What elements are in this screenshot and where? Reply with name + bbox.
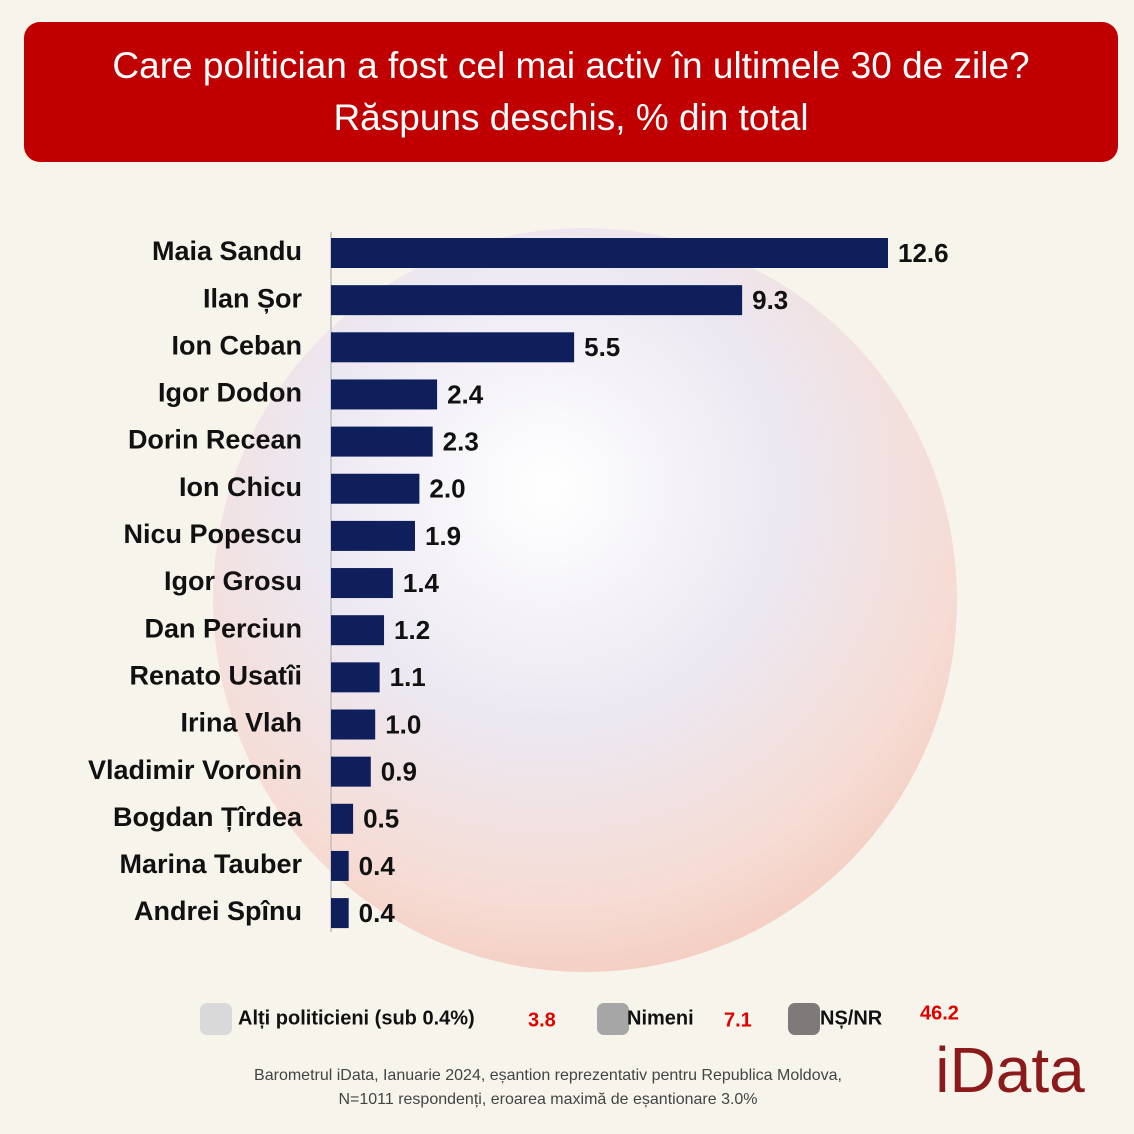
bar bbox=[331, 426, 433, 457]
value-label: 0.9 bbox=[381, 757, 417, 787]
logo: iData bbox=[935, 1034, 1085, 1106]
value-label: 1.2 bbox=[394, 615, 430, 645]
legend-swatch bbox=[597, 1003, 629, 1035]
bar bbox=[331, 662, 380, 693]
category-label: Nicu Popescu bbox=[123, 519, 302, 549]
bar bbox=[331, 379, 438, 410]
bar bbox=[331, 238, 888, 268]
bar bbox=[331, 756, 371, 787]
value-label: 2.3 bbox=[443, 426, 479, 456]
legend-value: 3.8 bbox=[528, 1009, 556, 1031]
category-label: Dorin Recean bbox=[128, 425, 302, 455]
bar bbox=[331, 285, 743, 316]
title-box: Care politician a fost cel mai activ în … bbox=[24, 22, 1118, 162]
value-label: 1.4 bbox=[403, 568, 440, 598]
value-label: 2.0 bbox=[429, 474, 465, 504]
category-label: Bogdan Țîrdea bbox=[113, 802, 303, 832]
legend-value: 7.1 bbox=[724, 1009, 752, 1031]
bar bbox=[331, 898, 349, 929]
category-label: Dan Perciun bbox=[144, 613, 302, 643]
category-label: Andrei Spînu bbox=[134, 896, 302, 926]
category-label: Ilan Șor bbox=[203, 283, 303, 313]
bar bbox=[331, 615, 385, 646]
value-label: 9.3 bbox=[752, 285, 788, 315]
bar bbox=[331, 473, 420, 504]
category-label: Marina Tauber bbox=[119, 849, 302, 879]
legend-value: 46.2 bbox=[920, 1002, 959, 1024]
legend-swatch bbox=[788, 1003, 820, 1035]
category-label: Ion Chicu bbox=[179, 472, 302, 502]
value-label: 1.0 bbox=[385, 709, 421, 739]
footnote: N=1011 respondenți, eroarea maximă de eș… bbox=[338, 1091, 757, 1108]
legend-swatch bbox=[200, 1003, 232, 1035]
legend-label: Nimeni bbox=[627, 1007, 694, 1029]
value-label: 5.5 bbox=[584, 332, 620, 362]
category-label: Renato Usatîi bbox=[129, 660, 302, 690]
footnote: Barometrul iData, Ianuarie 2024, eșantio… bbox=[254, 1067, 842, 1084]
value-label: 1.9 bbox=[425, 521, 461, 551]
bar bbox=[331, 709, 376, 740]
value-label: 0.5 bbox=[363, 804, 399, 834]
category-label: Ion Ceban bbox=[171, 330, 302, 360]
category-label: Vladimir Voronin bbox=[88, 755, 302, 785]
background-circle bbox=[213, 228, 957, 972]
value-label: 12.6 bbox=[898, 238, 949, 268]
bar bbox=[331, 568, 393, 599]
legend-label: NȘ/NR bbox=[820, 1007, 883, 1029]
chart-title: Care politician a fost cel mai activ în … bbox=[112, 45, 1030, 138]
bar bbox=[331, 332, 575, 363]
value-label: 0.4 bbox=[359, 898, 396, 928]
value-label: 1.1 bbox=[390, 662, 426, 692]
category-label: Maia Sandu bbox=[152, 236, 302, 266]
category-label: Igor Grosu bbox=[164, 566, 302, 596]
bar bbox=[331, 520, 415, 551]
value-label: 2.4 bbox=[447, 379, 484, 409]
category-label: Igor Dodon bbox=[158, 378, 302, 408]
value-label: 0.4 bbox=[359, 851, 396, 881]
legend-label: Alți politicieni (sub 0.4%) bbox=[238, 1007, 475, 1029]
category-label: Irina Vlah bbox=[180, 708, 302, 738]
bar bbox=[331, 850, 349, 881]
bar bbox=[331, 803, 354, 834]
